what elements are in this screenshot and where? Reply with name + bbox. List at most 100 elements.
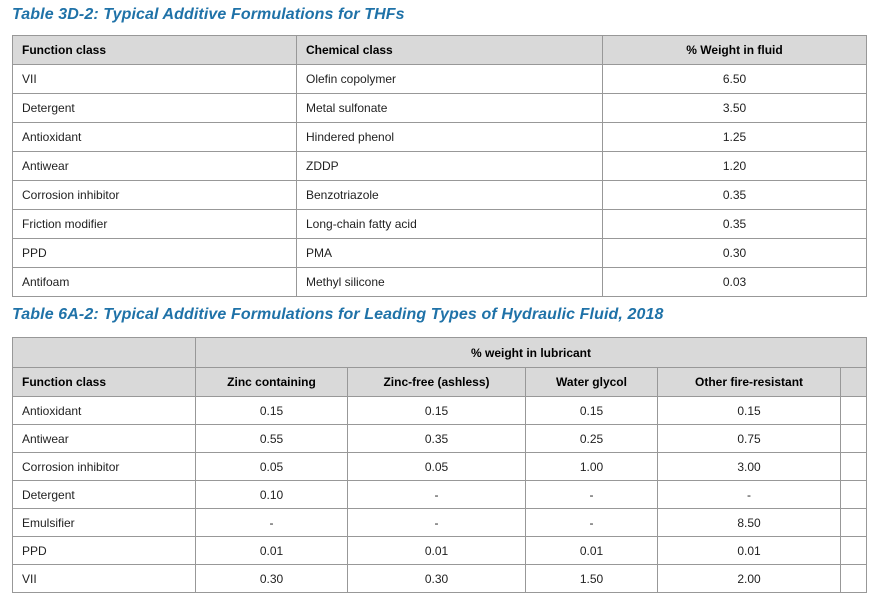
table-cell: Antiwear xyxy=(12,424,196,453)
table-row: Antifoam Methyl silicone 0.03 xyxy=(12,267,867,297)
table2-span-header-weight-in-lubricant: % weight in lubricant xyxy=(194,337,868,368)
table2-col-zinc-free-ashless: Zinc-free (ashless) xyxy=(347,367,526,397)
table-row: Emulsifier - - -8.50 xyxy=(12,508,868,537)
table-cell xyxy=(839,480,868,509)
table-row: Antiwear ZDDP 1.20 xyxy=(12,151,867,181)
table-row: Corrosion inhibitor 0.05 0.05 1.00 3.00 xyxy=(12,452,868,481)
table-cell: VII xyxy=(12,64,297,94)
table-cell: Methyl silicone xyxy=(296,267,603,297)
table-cell: - xyxy=(195,508,348,537)
table1-col-chemical-class: Chemical class xyxy=(296,35,603,65)
table-row: VII 0.30 0.30 1.50 2.00 xyxy=(12,564,868,593)
table-cell: PMA xyxy=(296,238,603,268)
table-row: PPD PMA 0.30 xyxy=(12,238,867,268)
table-cell: 2.00 xyxy=(657,564,841,593)
table2-col-water-glycol: Water glycol xyxy=(525,367,658,397)
table-cell: Corrosion inhibitor xyxy=(12,180,297,210)
table-cell: Antifoam xyxy=(12,267,297,297)
table-cell: 0.01 xyxy=(347,536,526,565)
table-cell: Hindered phenol xyxy=(296,122,603,152)
table-cell: Corrosion inhibitor xyxy=(12,452,196,481)
table-cell: Emulsifier xyxy=(12,508,196,537)
table-cell: 3.00 xyxy=(657,452,841,481)
table1-header-row: Function class Chemical class % Weight i… xyxy=(12,35,867,65)
table-row: Antiwear 0.55 0.35 0.25 0.75 xyxy=(12,424,868,453)
table2-col-function-class: Function class xyxy=(12,367,196,397)
table2-col-zinc-containing: Zinc containing xyxy=(195,367,348,397)
table-cell xyxy=(839,564,868,593)
table-cell: 1.25 xyxy=(602,122,867,152)
table-cell: PPD xyxy=(12,238,297,268)
table-cell: 1.00 xyxy=(525,452,658,481)
table-row: Antioxidant Hindered phenol 1.25 xyxy=(12,122,867,152)
table-cell: 0.05 xyxy=(347,452,526,481)
table-cell: 1.50 xyxy=(525,564,658,593)
table1-col-weight-in-fluid: % Weight in fluid xyxy=(602,35,867,65)
table-cell: 0.35 xyxy=(602,209,867,239)
table-cell: Detergent xyxy=(12,93,297,123)
table-cell: 0.30 xyxy=(347,564,526,593)
table-cell: Olefin copolymer xyxy=(296,64,603,94)
table-cell: 0.03 xyxy=(602,267,867,297)
table-row: Friction modifier Long-chain fatty acid 0.… xyxy=(12,209,867,239)
table-cell: 0.05 xyxy=(195,452,348,481)
table2-title: Table 6A-2: Typical Additive Formulation… xyxy=(12,306,664,323)
table-cell: 0.30 xyxy=(195,564,348,593)
table-cell: PPD xyxy=(12,536,196,565)
table-row: Antioxidant 0.15 0.15 0.15 0.15 xyxy=(12,396,868,425)
table2-col-other-fire-resistant: Other fire-resistant xyxy=(657,367,841,397)
table-cell: 0.15 xyxy=(347,396,526,425)
table-row: Detergent Metal sulfonate 3.50 xyxy=(12,93,867,123)
table-cell: - xyxy=(525,480,658,509)
table-cell: Antioxidant xyxy=(12,122,297,152)
table-cell: - xyxy=(525,508,658,537)
table2-span-header-row: % weight in lubricant xyxy=(12,337,868,368)
table-cell: VII xyxy=(12,564,196,593)
table-cell: Metal sulfonate xyxy=(296,93,603,123)
table-cell: Friction modifier xyxy=(12,209,297,239)
table2-header-row: Function class Zinc containing Zinc-free… xyxy=(12,367,868,397)
table-cell: - xyxy=(347,480,526,509)
table2-corner-cell xyxy=(12,337,196,368)
table2-hydraulic-fluid-additives: % weight in lubricant Function class Zin… xyxy=(12,337,868,593)
table-cell: Benzotriazole xyxy=(296,180,603,210)
table-row: PPD 0.01 0.01 0.01 0.01 xyxy=(12,536,868,565)
table-cell xyxy=(839,536,868,565)
table-cell: 0.35 xyxy=(347,424,526,453)
table-cell: 0.25 xyxy=(525,424,658,453)
table1-thf-additives: Function class Chemical class % Weight i… xyxy=(12,35,867,297)
table-cell: - xyxy=(657,480,841,509)
table-cell: 1.20 xyxy=(602,151,867,181)
table-cell: Detergent xyxy=(12,480,196,509)
table-cell: 0.10 xyxy=(195,480,348,509)
table-cell: 3.50 xyxy=(602,93,867,123)
table-cell: Antioxidant xyxy=(12,396,196,425)
table-cell xyxy=(839,424,868,453)
table-cell: 8.50 xyxy=(657,508,841,537)
table-row: Corrosion inhibitor Benzotriazole 0.35 xyxy=(12,180,867,210)
table1-title: Table 3D-2: Typical Additive Formulation… xyxy=(12,6,405,23)
table-cell: 6.50 xyxy=(602,64,867,94)
table-cell xyxy=(839,396,868,425)
table-cell: 0.35 xyxy=(602,180,867,210)
table-cell: 0.15 xyxy=(525,396,658,425)
table-cell: 0.01 xyxy=(657,536,841,565)
table-cell: 0.01 xyxy=(525,536,658,565)
table-cell: - xyxy=(347,508,526,537)
table-cell: 0.55 xyxy=(195,424,348,453)
table-row: VII Olefin copolymer 6.50 xyxy=(12,64,867,94)
table-cell: 0.30 xyxy=(602,238,867,268)
table-cell: 0.15 xyxy=(195,396,348,425)
table-cell xyxy=(839,508,868,537)
table-cell: 0.01 xyxy=(195,536,348,565)
table-cell: Long-chain fatty acid xyxy=(296,209,603,239)
table2-col-empty xyxy=(839,367,868,397)
table-row: Detergent 0.10- - - xyxy=(12,480,868,509)
table-cell: Antiwear xyxy=(12,151,297,181)
table-cell xyxy=(839,452,868,481)
table-cell: 0.75 xyxy=(657,424,841,453)
table-cell: 0.15 xyxy=(657,396,841,425)
table1-col-function-class: Function class xyxy=(12,35,297,65)
table-cell: ZDDP xyxy=(296,151,603,181)
